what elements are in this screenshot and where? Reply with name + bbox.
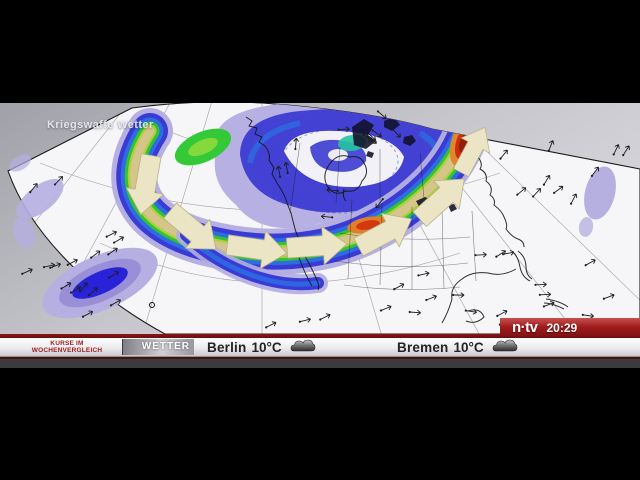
wind-arrow-icon [78, 282, 88, 293]
wind-arrow-icon [326, 187, 339, 193]
wind-arrow-icon [109, 298, 122, 307]
wind-arrow-icon [499, 149, 508, 160]
wind-arrow-icon [69, 286, 81, 294]
wind-arrow-icon [366, 135, 377, 144]
wind-arrow-icon [425, 294, 437, 302]
wind-arrow-icon [542, 300, 555, 308]
wind-arrow-icon [105, 230, 117, 238]
section-badge: WETTER [122, 339, 194, 355]
wind-arrow-icon [66, 258, 78, 266]
wind-arrow-icon [495, 250, 507, 258]
city-label: Bremen [397, 340, 449, 355]
program-label: KURSE IM WOCHENVERGLEICH [28, 340, 106, 354]
red-divider [0, 334, 640, 338]
block-flow-arrow-icon [125, 153, 165, 215]
wind-arrow-icon [552, 185, 564, 195]
block-flow-arrow-icon [412, 178, 465, 227]
wind-arrow-icon [298, 317, 311, 323]
flow-arrows [125, 127, 490, 270]
wind-arrow-icon [569, 193, 578, 205]
wind-arrow-icon [474, 251, 487, 258]
wind-arrow-icon [53, 176, 64, 186]
wind-arrow-icon [366, 131, 376, 141]
wind-arrow-icon [21, 267, 33, 275]
wind-arrow-icon [547, 140, 555, 152]
wind-arrow-icon [516, 187, 527, 196]
wind-arrow-icon [81, 310, 94, 318]
wind-arrow-icon [108, 271, 119, 279]
wind-arrow-icon [417, 270, 430, 277]
wind-arrow-icon [531, 188, 542, 198]
wind-arrow-icon [391, 128, 401, 138]
wind-arrow-icon [29, 183, 38, 194]
wind-arrow-icon [622, 145, 630, 157]
cloud-icon [290, 338, 316, 358]
wind-arrow-icon [49, 262, 62, 269]
ticker-band: KURSE IM WOCHENVERGLEICH WETTER Berlin 1… [0, 338, 640, 357]
wind-arrow-icon [534, 281, 547, 288]
wind-arrow-icon [107, 247, 118, 256]
wind-arrow-icon [584, 258, 596, 267]
block-flow-arrow-icon [453, 127, 490, 177]
channel-bar: n·tv 20:29 [500, 318, 640, 338]
wind-arrow-icon [496, 309, 508, 317]
wind-arrow-icon [379, 304, 392, 312]
wind-arrow-icon [320, 213, 334, 220]
wind-arrow-icon [612, 144, 620, 156]
ntv-logo: n·tv [512, 319, 538, 336]
wind-arrow-icon [542, 174, 551, 186]
wind-arrow-icon [87, 287, 98, 297]
ticker-bottom-line [0, 357, 640, 359]
temperature-label: 10°C [251, 340, 282, 355]
wind-arrow-icon [112, 236, 125, 244]
wind-arrow-icon [283, 161, 290, 175]
block-flow-arrow-icon [285, 226, 348, 265]
wind-arrow-icon [452, 292, 465, 298]
wind-arrow-icon [393, 282, 405, 291]
video-area [0, 103, 640, 334]
block-flow-arrow-icon [353, 213, 412, 257]
wind-arrow-icon [371, 129, 382, 138]
wind-arrow-icon [89, 250, 101, 259]
weather-map [0, 103, 640, 334]
wind-arrow-icon [602, 293, 615, 300]
city-label: Berlin [207, 340, 247, 355]
wind-arrow-icon [376, 110, 387, 120]
map-title-overlay: Kriegswaffe Wetter [47, 119, 154, 131]
cloud-icon [492, 338, 518, 358]
block-flow-arrow-icon [225, 230, 288, 270]
wind-arrow-icon [538, 291, 552, 298]
wind-arrow-icon [375, 198, 384, 209]
letterbox-shadow [0, 359, 640, 368]
wind-arrow-icon [265, 321, 277, 329]
wind-arrow-icon [60, 282, 72, 290]
ticker-item-bremen: Bremen 10°C [397, 339, 518, 356]
wind-arrow-icon [275, 165, 282, 178]
wind-arrow-icon [337, 126, 350, 133]
wind-arrow-icon [408, 309, 421, 316]
wind-arrow-icon [464, 309, 477, 315]
broadcast-time: 20:29 [546, 321, 578, 335]
program-label-line1: KURSE IM [50, 340, 84, 347]
program-label-line2: WOCHENVERGLEICH [31, 347, 103, 354]
wind-arrow-icon [590, 166, 599, 178]
block-flow-arrow-icon [163, 202, 217, 250]
wind-arrow-icon [319, 313, 331, 321]
wind-arrow-icon [293, 137, 299, 151]
temperature-label: 10°C [453, 340, 484, 355]
ticker-item-berlin: Berlin 10°C [207, 339, 316, 356]
